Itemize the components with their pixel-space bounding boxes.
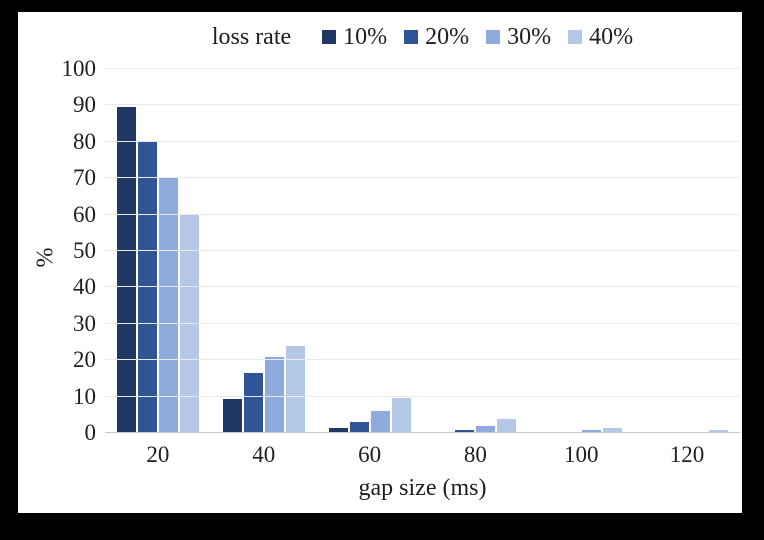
bar-40-20% bbox=[243, 373, 263, 433]
legend-title: loss rate bbox=[211, 23, 292, 50]
bar-40-30% bbox=[264, 356, 284, 433]
plot-area bbox=[105, 68, 740, 433]
y-axis-tick-labels: 0 10 20 30 40 50 60 70 80 90 100 bbox=[18, 57, 97, 444]
y-tick-label-100: 100 bbox=[61, 56, 97, 82]
bar-group-100 bbox=[528, 69, 634, 433]
legend-item-20%: 20% bbox=[404, 24, 469, 51]
bar-group-40 bbox=[211, 69, 317, 433]
bar-group-120 bbox=[634, 69, 740, 433]
x-tick-label-60: 60 bbox=[358, 442, 382, 467]
x-axis-title: gap size (ms) bbox=[358, 475, 487, 501]
x-tick-label-80: 80 bbox=[463, 442, 487, 467]
bar-60-20% bbox=[349, 421, 369, 433]
bar-20-30% bbox=[158, 178, 178, 433]
gridline-50 bbox=[105, 250, 740, 251]
bar-groups bbox=[105, 69, 740, 433]
legend-label: 30% bbox=[507, 23, 552, 50]
gridline-40 bbox=[105, 286, 740, 288]
y-tick-label-70: 70 bbox=[73, 165, 96, 191]
bar-120-40% bbox=[709, 430, 729, 433]
gridline-90 bbox=[105, 104, 740, 106]
y-tick-label-90: 90 bbox=[73, 92, 96, 118]
bar-60-10% bbox=[328, 427, 348, 433]
bar-group-20 bbox=[105, 69, 211, 433]
gridline-80 bbox=[105, 140, 740, 142]
bar-chart: loss rate 10% 20% 30% 40% % 0 10 20 30 40 50 60 70… bbox=[18, 12, 742, 513]
chart-legend: loss rate 10% 20% 30% 40% bbox=[105, 20, 740, 54]
y-tick-label-60: 60 bbox=[73, 201, 96, 227]
x-tick-label-100: 100 bbox=[563, 442, 599, 467]
y-tick-label-20: 20 bbox=[73, 347, 96, 373]
bar-100-30% bbox=[582, 430, 602, 433]
legend-item-10%: 10% bbox=[322, 24, 387, 51]
y-tick-label-0: 0 bbox=[84, 420, 97, 446]
gridline-20 bbox=[105, 359, 740, 361]
bar-80-20% bbox=[455, 429, 475, 433]
gridline-10 bbox=[105, 395, 740, 397]
legend-swatch-icon bbox=[404, 30, 419, 44]
bar-group-80 bbox=[422, 69, 528, 433]
bar-group-60 bbox=[317, 69, 423, 433]
bar-80-30% bbox=[476, 425, 496, 433]
gridline-30 bbox=[105, 322, 740, 324]
y-tick-label-10: 10 bbox=[73, 383, 96, 409]
y-tick-label-40: 40 bbox=[73, 274, 96, 300]
gridline-70 bbox=[105, 177, 740, 179]
y-tick-label-50: 50 bbox=[73, 238, 96, 264]
legend-item-30%: 30% bbox=[486, 24, 551, 51]
gridline-60 bbox=[105, 213, 740, 215]
legend-label: 10% bbox=[343, 23, 388, 50]
x-tick-label-20: 20 bbox=[146, 442, 170, 467]
bar-80-40% bbox=[497, 418, 517, 433]
gridline-100 bbox=[105, 68, 740, 69]
bar-20-10% bbox=[116, 106, 136, 433]
y-tick-label-30: 30 bbox=[73, 310, 96, 336]
bar-60-30% bbox=[370, 410, 390, 433]
bar-40-10% bbox=[222, 399, 242, 433]
legend-item-40%: 40% bbox=[568, 24, 633, 51]
x-tick-label-120: 120 bbox=[669, 442, 705, 467]
legend-label: 20% bbox=[425, 23, 470, 50]
legend-swatch-icon bbox=[322, 30, 337, 44]
bar-100-40% bbox=[603, 427, 623, 433]
x-tick-label-40: 40 bbox=[252, 442, 276, 467]
legend-swatch-icon bbox=[568, 30, 583, 44]
legend-swatch-icon bbox=[486, 30, 501, 44]
y-tick-label-80: 80 bbox=[73, 128, 96, 154]
bar-40-40% bbox=[285, 345, 305, 433]
legend-label: 40% bbox=[589, 23, 634, 50]
x-axis-tick-labels: 20 40 60 80 100 120 bbox=[105, 442, 740, 468]
bar-60-40% bbox=[391, 397, 411, 433]
x-axis-line bbox=[105, 432, 740, 433]
bar-20-20% bbox=[137, 141, 157, 433]
